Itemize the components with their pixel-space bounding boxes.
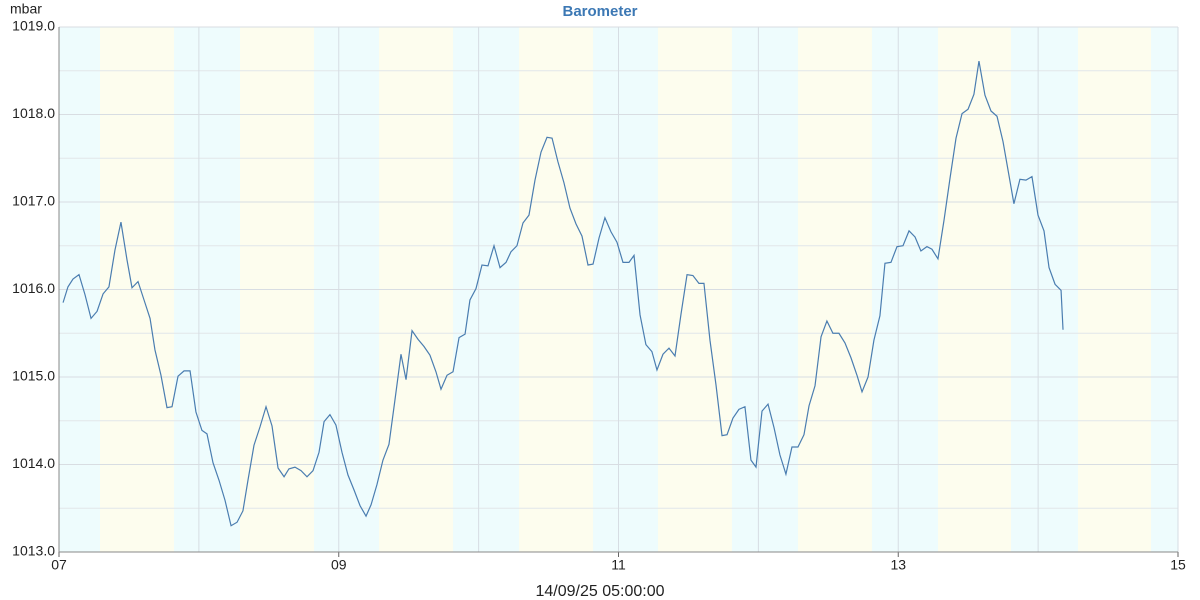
y-tick-label: 1017.0: [12, 193, 55, 209]
y-tick-label: 1014.0: [12, 455, 55, 471]
y-tick-label: 1018.0: [12, 105, 55, 121]
y-axis-label: mbar: [10, 1, 42, 17]
y-tick-label: 1013.0: [12, 543, 55, 559]
x-tick-label: 15: [1170, 557, 1186, 573]
data-line: [62, 61, 1064, 527]
y-tick-label: 1016.0: [12, 280, 55, 296]
x-tick-label: 11: [611, 557, 626, 573]
x-tick-label: 09: [331, 557, 347, 573]
y-tick-label: 1019.0: [12, 18, 55, 34]
x-axis-label: 14/09/25 05:00:00: [535, 583, 664, 600]
x-tick-label: 07: [51, 557, 67, 573]
x-tick-label: 13: [890, 557, 906, 573]
y-tick-label: 1015.0: [12, 368, 55, 384]
chart-title: Barometer: [562, 3, 637, 20]
